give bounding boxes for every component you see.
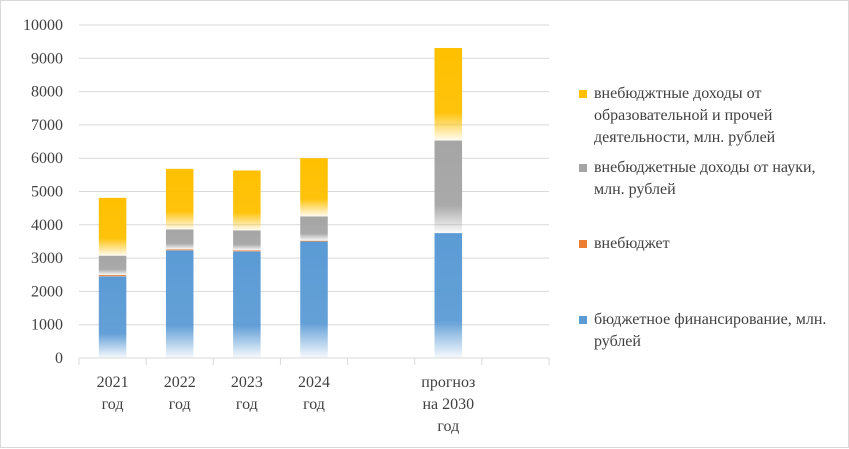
bar-segment <box>233 251 261 358</box>
x-axis <box>78 357 550 365</box>
y-tick-label: 1000 <box>31 317 63 334</box>
y-tick-label: 9000 <box>31 50 63 67</box>
bar-segment <box>434 233 463 358</box>
bar-segment <box>98 255 127 276</box>
x-tick-label: 2024 <box>298 374 330 391</box>
legend-label-extrabudget-science: внебюджетные доходы от науки, млн. рубле… <box>594 159 816 198</box>
x-tick-label: 2022 <box>164 374 196 391</box>
y-tick-label: 7000 <box>31 117 63 134</box>
bars <box>98 47 463 358</box>
bar-segment <box>300 240 328 242</box>
bar-segment <box>165 229 194 250</box>
y-tick-label: 0 <box>55 350 63 367</box>
y-tick-label: 4000 <box>31 217 63 234</box>
bar-segment <box>434 47 463 141</box>
x-tick-label: 2021 <box>97 374 129 391</box>
bar-segment <box>233 250 261 252</box>
y-tick-label: 2000 <box>31 283 63 300</box>
x-tick-label: прогноз <box>421 374 475 391</box>
x-axis-tick-labels: 2021 год 2022 год 2023 год 2024 год прогноз на 20… <box>97 374 476 435</box>
y-tick-label: 5000 <box>31 184 63 201</box>
legend-swatch-budget-funding <box>579 316 587 324</box>
x-tick-label: на 2030 <box>422 396 474 413</box>
bar-segment <box>300 158 328 217</box>
legend-label-extrabudget: внебюджет <box>594 235 670 252</box>
y-axis-tick-labels: 0 1000 2000 3000 4000 5000 6000 7000 8000 9000 100… <box>23 17 63 367</box>
bar-segment <box>98 276 127 358</box>
bar-segment <box>300 216 328 241</box>
x-tick-label: год <box>169 396 191 413</box>
y-tick-label: 10000 <box>23 17 63 34</box>
bar-segment <box>165 250 194 358</box>
legend-label-extrabudget-education: внебюджтные доходы от образовательной и … <box>594 85 776 146</box>
x-tick-label: год <box>236 396 258 413</box>
legend-swatch-extrabudget <box>579 240 587 248</box>
x-tick-label: год <box>102 396 124 413</box>
x-tick-label: год <box>437 418 459 435</box>
bar-segment <box>434 140 463 234</box>
bar-segment <box>165 168 194 230</box>
x-tick-label: 2023 <box>231 374 263 391</box>
y-tick-label: 6000 <box>31 150 63 167</box>
x-tick-label: год <box>303 396 325 413</box>
bar-segment <box>233 170 261 231</box>
y-tick-label: 8000 <box>31 84 63 101</box>
bar-segment <box>233 230 261 251</box>
bar-segment <box>98 275 127 277</box>
legend-swatch-extrabudget-science <box>579 164 587 172</box>
legend-label-budget-funding: бюджетное финансирование, млн. рублей <box>594 311 827 350</box>
bar-segment <box>300 241 328 358</box>
legend-swatch-extrabudget-education <box>579 90 587 98</box>
bar-segment <box>165 249 194 251</box>
bar-segment <box>98 197 127 256</box>
y-tick-label: 3000 <box>31 250 63 267</box>
